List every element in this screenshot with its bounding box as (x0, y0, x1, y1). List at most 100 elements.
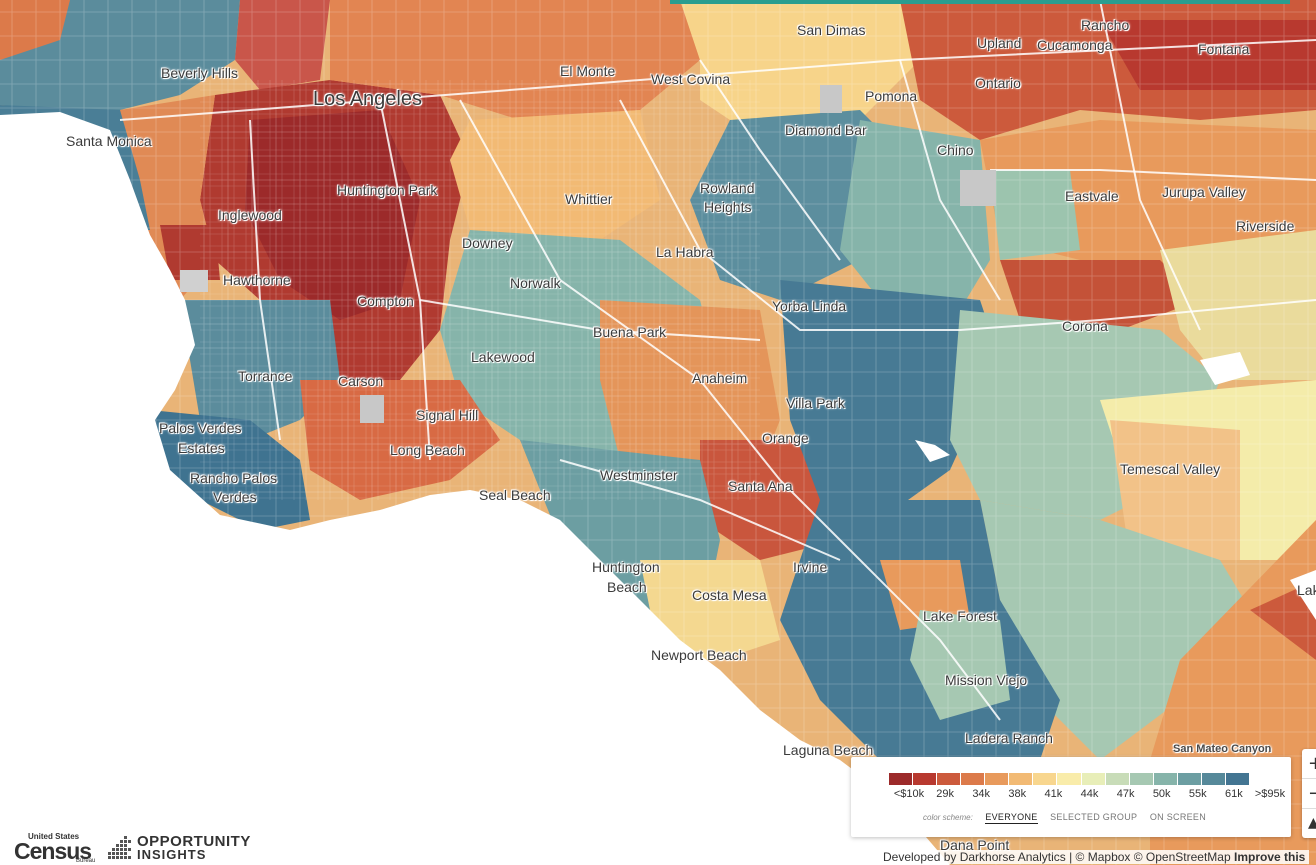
legend-tick-label: 47k (1116, 788, 1135, 800)
place-label: Inglewood (218, 207, 282, 223)
place-label: Huntington Park (337, 182, 438, 198)
oi-logo-line2: INSIGHTS (137, 847, 207, 862)
place-label: Costa Mesa (692, 587, 767, 603)
legend-swatch (985, 773, 1010, 785)
legend-tick-labels: <$10k 29k 34k 38k 41k 44k 47k 50k 55k 61k >$95k (871, 788, 1285, 802)
legend-swatch (913, 773, 938, 785)
legend-swatch (1033, 773, 1058, 785)
place-label: Yorba Linda (772, 298, 847, 314)
map-attribution: Developed by Darkhorse Analytics | © Map… (879, 850, 1310, 864)
highways (119, 0, 1316, 721)
legend-swatch (961, 773, 986, 785)
legend-tick-label: <$10k (893, 788, 925, 800)
place-label: Los Angeles (313, 88, 422, 110)
legend-swatch (1177, 773, 1202, 785)
place-label: Torrance (238, 368, 293, 384)
place-label: San Dimas (797, 22, 866, 38)
place-label: Cucamonga (1037, 37, 1113, 53)
place-label: Santa Ana (728, 478, 793, 494)
place-label: Ladera Ranch (965, 730, 1053, 746)
place-label: Chino (937, 142, 974, 158)
place-label: West Covina (651, 71, 731, 87)
place-label: Rancho Palos (190, 470, 278, 486)
place-label: Verdes (213, 489, 257, 505)
improve-map-link[interactable]: Improve this (1233, 850, 1306, 864)
place-label: Temescal Valley (1120, 461, 1221, 477)
legend-swatch (1153, 773, 1178, 785)
place-label: Upland (977, 35, 1022, 51)
place-label: Palos Verdes (159, 420, 242, 436)
zoom-out-button[interactable]: − (1302, 779, 1316, 809)
legend-tick-label: 34k (972, 788, 991, 800)
place-label: Santa Monica (66, 133, 152, 149)
compass-button[interactable]: ▲ (1308, 815, 1316, 831)
zoom-control: + − ▲ (1302, 749, 1316, 838)
legend-tick-label: 55k (1188, 788, 1207, 800)
place-label: Fontana (1198, 41, 1250, 57)
color-legend: <$10k 29k 34k 38k 41k 44k 47k 50k 55k 61k >$95k co… (851, 757, 1291, 837)
place-label: Westminster (600, 467, 678, 483)
place-label: La Habra (656, 244, 714, 260)
place-label: Hawthorne (223, 272, 291, 288)
census-logo-name: Census (14, 838, 92, 864)
place-label: Buena Park (593, 324, 667, 340)
legend-tick-label: 41k (1044, 788, 1063, 800)
pacific-ocean (0, 112, 950, 865)
legend-tick-label: >$95k (1254, 788, 1286, 800)
place-label: Orange (762, 430, 809, 446)
place-label: Estates (178, 440, 225, 456)
legend-swatch (1081, 773, 1106, 785)
place-label: San Mateo Canyon (1173, 743, 1272, 755)
opportunity-insights-logo: OPPORTUNITY INSIGHTS (108, 833, 268, 863)
legend-swatch (1201, 773, 1226, 785)
legend-swatch (1057, 773, 1082, 785)
place-label: Newport Beach (651, 647, 747, 663)
legend-tick-label: 38k (1008, 788, 1027, 800)
census-bureau-logo: United States Census Bureau (14, 832, 96, 864)
attribution-text[interactable]: Developed by Darkhorse Analytics | © Map… (883, 850, 1231, 864)
place-label: Whittier (565, 191, 613, 207)
zoom-in-button[interactable]: + (1302, 749, 1316, 779)
color-scheme-label: color scheme: (923, 813, 973, 822)
legend-tick-label: 44k (1080, 788, 1099, 800)
place-label: El Monte (560, 63, 616, 79)
legend-color-bar (889, 773, 1250, 785)
scheme-option-on-screen[interactable]: ON SCREEN (1149, 812, 1207, 822)
place-label: Rowland (700, 180, 755, 196)
place-label: Irvine (793, 559, 828, 575)
place-label: Seal Beach (479, 487, 551, 503)
legend-tick-label: 50k (1152, 788, 1171, 800)
place-label: Villa Park (786, 395, 845, 411)
scheme-option-everyone[interactable]: EVERYONE (985, 812, 1038, 824)
legend-swatch (889, 773, 914, 785)
legend-swatch (937, 773, 962, 785)
scheme-option-selected-group[interactable]: SELECTED GROUP (1050, 812, 1138, 822)
place-label: Dana Point (940, 837, 1010, 853)
place-label: Compton (357, 293, 414, 309)
place-label: Mission Viejo (945, 672, 1028, 688)
place-label: Beach (607, 579, 647, 595)
place-label: Heights (704, 199, 752, 215)
place-label: Corona (1062, 318, 1108, 334)
legend-swatch (1129, 773, 1154, 785)
place-label: Anaheim (692, 370, 748, 386)
place-label: Beverly Hills (161, 65, 239, 81)
place-label: Eastvale (1065, 188, 1119, 204)
place-label: Jurupa Valley (1162, 184, 1246, 200)
top-accent-bar (670, 0, 1290, 4)
place-label: Riverside (1236, 218, 1295, 234)
legend-tick-label: 29k (936, 788, 954, 800)
place-label: Long Beach (390, 442, 465, 458)
place-label: Downey (462, 235, 513, 251)
place-label: Rancho (1081, 17, 1130, 33)
place-label: Lake Forest (923, 608, 997, 624)
oi-logo-line1: OPPORTUNITY (137, 833, 251, 850)
place-label: Carson (338, 373, 384, 389)
place-label: Pomona (865, 88, 918, 104)
census-logo-bureau: Bureau (76, 858, 96, 864)
place-label: Diamond Bar (785, 122, 867, 138)
color-scheme-selector: color scheme: EVERYONE SELECTED GROUP ON… (923, 812, 1216, 824)
place-label: Lakewood (471, 349, 535, 365)
opportunity-insights-grid-icon (108, 836, 131, 859)
